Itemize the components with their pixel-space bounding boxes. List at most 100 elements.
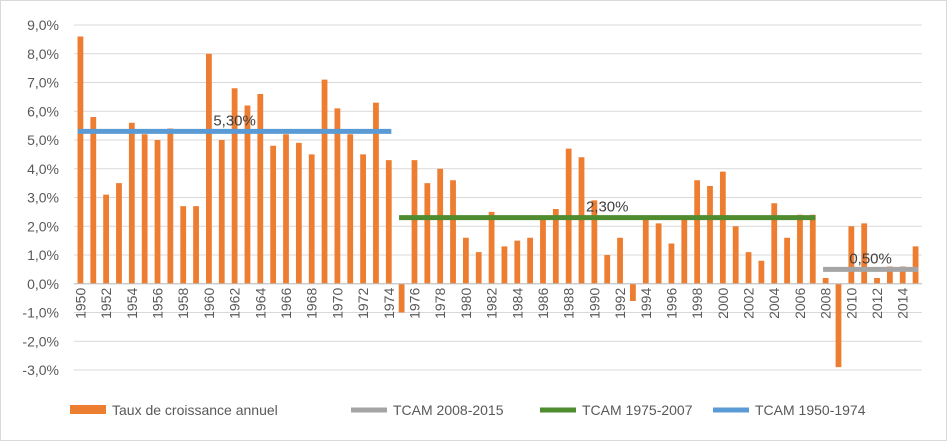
reference-line-label: 2,30% xyxy=(586,199,629,216)
bar xyxy=(103,194,110,284)
x-tick-label: 1996 xyxy=(663,288,679,319)
bar xyxy=(334,108,341,284)
bar xyxy=(642,217,649,284)
reference-lines: 0,50% 2,30% 5,30% xyxy=(77,112,919,272)
legend-label: Taux de croissance annuel xyxy=(112,402,278,418)
x-tick-label: 2000 xyxy=(715,288,731,319)
bar xyxy=(514,240,521,284)
bar xyxy=(694,180,701,284)
x-tick-label: 2010 xyxy=(843,288,859,319)
bar xyxy=(411,160,418,284)
y-tick-label: 6,0% xyxy=(27,103,59,119)
bar xyxy=(257,94,264,284)
x-tick-label: 1964 xyxy=(252,288,268,319)
bar xyxy=(758,260,765,284)
x-tick-label: 2008 xyxy=(818,288,834,319)
bar xyxy=(167,128,174,284)
bar xyxy=(270,145,277,284)
bar xyxy=(385,160,392,284)
bar xyxy=(604,255,611,284)
x-tick-label: 1966 xyxy=(278,288,294,319)
x-tick-label: 1958 xyxy=(175,288,191,319)
x-tick-label: 1984 xyxy=(509,288,525,319)
bar xyxy=(321,79,328,284)
bar xyxy=(899,266,906,284)
x-axis-ticks: 1950 1952 1954 1956 1958 1960 1962 1964 1966 1968… xyxy=(72,288,910,319)
bar xyxy=(797,214,803,284)
gridlines xyxy=(74,24,922,371)
bar xyxy=(809,214,816,284)
y-axis-ticks: -3,0% -2,0% -1,0% 0,0% 1,0% 2,0% 3,0% 4,0% 5,0% 6… xyxy=(22,17,59,378)
x-tick-label: 1970 xyxy=(329,288,345,319)
bar xyxy=(424,183,431,284)
bar xyxy=(501,246,508,284)
bar xyxy=(771,203,778,284)
bar xyxy=(308,154,315,284)
bar xyxy=(244,105,251,284)
x-tick-label: 1960 xyxy=(201,288,217,319)
bar xyxy=(283,134,289,284)
bar xyxy=(874,278,880,284)
bar xyxy=(732,226,739,284)
y-tick-label: -2,0% xyxy=(22,333,59,349)
x-tick-label: 1998 xyxy=(689,288,705,319)
y-tick-label: 2,0% xyxy=(27,218,59,234)
bar xyxy=(527,237,534,284)
bar xyxy=(116,183,122,284)
bar xyxy=(630,283,636,301)
x-tick-label: 2012 xyxy=(869,288,885,319)
y-tick-label: 7,0% xyxy=(27,75,59,91)
bar xyxy=(655,223,662,284)
x-tick-label: 1994 xyxy=(638,288,654,319)
bar xyxy=(886,266,893,284)
x-tick-label: 2002 xyxy=(741,288,757,319)
x-tick-label: 1992 xyxy=(612,288,628,319)
bar xyxy=(437,168,444,284)
bar xyxy=(745,252,752,284)
x-tick-label: 1968 xyxy=(304,288,320,319)
x-tick-label: 1974 xyxy=(381,288,397,319)
bar xyxy=(719,171,726,284)
x-tick-label: 1980 xyxy=(458,288,474,319)
bar xyxy=(707,186,713,284)
bar xyxy=(591,200,598,284)
bar xyxy=(347,134,354,284)
bar xyxy=(77,36,84,284)
x-tick-label: 1990 xyxy=(586,288,602,319)
legend-label: TCAM 1950-1974 xyxy=(755,402,866,418)
bar xyxy=(617,237,623,284)
bar xyxy=(540,217,546,284)
bar xyxy=(681,217,688,284)
y-tick-label: 3,0% xyxy=(27,190,59,206)
x-tick-label: 1962 xyxy=(227,288,243,319)
bar xyxy=(475,252,482,284)
y-tick-label: 8,0% xyxy=(27,46,59,62)
bar xyxy=(206,53,212,284)
legend-label: TCAM 2008-2015 xyxy=(393,402,504,418)
x-tick-label: 1976 xyxy=(406,288,422,319)
bar xyxy=(141,134,148,284)
reference-line-label: 0,50% xyxy=(849,250,892,267)
x-tick-label: 2014 xyxy=(895,288,911,319)
x-tick-label: 1952 xyxy=(98,288,114,319)
bar xyxy=(231,88,238,284)
bar xyxy=(360,154,366,284)
legend-swatch xyxy=(70,405,106,414)
y-tick-label: 5,0% xyxy=(27,132,59,148)
bar xyxy=(450,180,456,284)
legend-label: TCAM 1975-2007 xyxy=(582,402,693,418)
bar xyxy=(193,206,199,284)
bar xyxy=(861,223,868,284)
y-tick-label: 9,0% xyxy=(27,17,59,33)
bar xyxy=(578,157,585,284)
x-tick-label: 1978 xyxy=(432,288,448,319)
x-tick-label: 1986 xyxy=(535,288,551,319)
bar xyxy=(462,237,469,284)
bar xyxy=(128,122,135,284)
x-tick-label: 2006 xyxy=(792,288,808,319)
bar xyxy=(848,226,855,284)
bar xyxy=(90,117,97,284)
y-tick-label: 0,0% xyxy=(27,276,59,292)
bar xyxy=(552,209,559,284)
